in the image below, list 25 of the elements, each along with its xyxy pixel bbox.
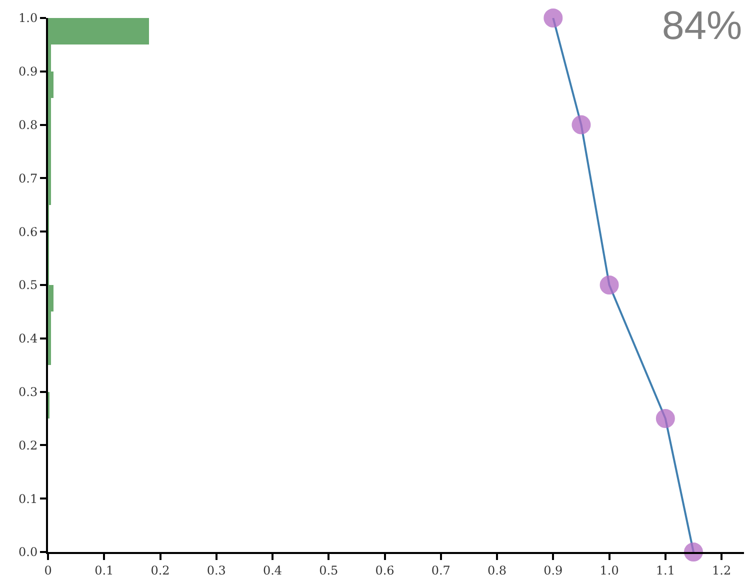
y-tick-label: 0.6	[18, 224, 38, 239]
y-tick-label: 0.7	[18, 171, 38, 186]
x-tick-label: 0.5	[319, 563, 338, 578]
y-tick-label: 0.8	[18, 118, 38, 132]
x-tick-label: 0	[44, 563, 52, 578]
y-tick-label: 0.5	[18, 278, 38, 292]
y-tick-label: 0.0	[18, 545, 38, 560]
x-tick-label: 0.4	[262, 563, 282, 578]
y-tick-label: 0.2	[18, 438, 38, 452]
x-tick-label: 1.0	[600, 563, 619, 578]
y-tick-label: 0.3	[18, 385, 38, 399]
x-tick-label: 0.6	[375, 563, 394, 578]
x-tick-label: 0.7	[431, 563, 450, 578]
x-tick-label: 1.2	[712, 563, 732, 578]
y-tick-label: 0.9	[18, 64, 38, 79]
y-tick-label: 1.0	[18, 11, 38, 26]
x-tick-label: 0.3	[206, 563, 226, 578]
x-tick-label: 0.9	[544, 563, 563, 578]
x-tick-label: 0.8	[487, 563, 507, 578]
annotation: 84%	[662, 4, 742, 48]
x-tick-label: 0.1	[94, 563, 114, 578]
y-tick-label: 0.1	[18, 492, 38, 506]
y-tick-label: 0.4	[18, 332, 38, 346]
x-tick-label: 0.2	[150, 563, 170, 578]
x-tick-label: 1.1	[656, 563, 675, 578]
